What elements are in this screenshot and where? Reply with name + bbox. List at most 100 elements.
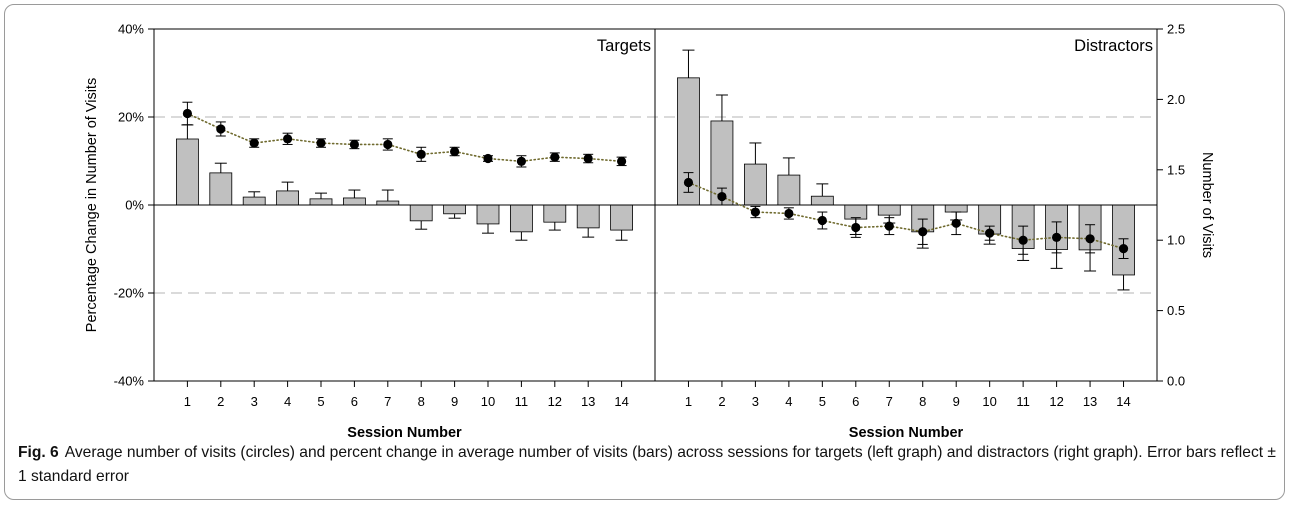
bar-distractors-7 — [877, 204, 901, 216]
point-targets-14 — [617, 156, 627, 166]
x-tick-label: 9 — [953, 394, 960, 409]
y-tick-label: -20% — [114, 286, 145, 301]
point-distractors-6 — [851, 222, 861, 233]
x-tick-label: 3 — [251, 394, 258, 409]
x-tick-label: 1 — [184, 394, 191, 409]
x-tick-label: 8 — [919, 394, 926, 409]
point-targets-6 — [349, 139, 359, 150]
bar-targets-13 — [576, 204, 600, 229]
x-tick-label: 4 — [284, 394, 291, 409]
x-tick-label: 14 — [1116, 394, 1130, 409]
point-targets-10 — [483, 153, 493, 164]
figure-frame — [4, 4, 1285, 500]
bar-targets-3 — [242, 196, 266, 206]
x-tick-label: 1 — [685, 394, 692, 409]
point-targets-1 — [182, 108, 192, 119]
x-tick-label: 3 — [752, 394, 759, 409]
x-tick-label: 8 — [418, 394, 425, 409]
point-distractors-12 — [1052, 232, 1062, 242]
point-targets-5 — [316, 138, 326, 148]
point-distractors-2 — [717, 191, 727, 202]
y2-tick-label: 1.0 — [1167, 233, 1185, 248]
point-distractors-4 — [784, 208, 794, 219]
point-distractors-14 — [1118, 244, 1129, 254]
bar-targets-5 — [309, 198, 333, 206]
point-distractors-5 — [817, 215, 827, 226]
bar-targets-7 — [376, 200, 400, 206]
x-tick-label: 5 — [317, 394, 324, 409]
bar-targets-12 — [543, 204, 567, 223]
bar-distractors-3 — [744, 163, 767, 206]
bar-targets-1 — [175, 138, 199, 206]
x-tick-label: 6 — [351, 394, 358, 409]
bar-targets-10 — [476, 204, 500, 225]
panel-label-targets: Targets — [597, 37, 651, 55]
x-tick-label: 2 — [217, 394, 224, 409]
trend-line-distractors — [687, 181, 1125, 250]
point-distractors-9 — [951, 218, 961, 228]
sessions-chart: 40% 20% 0% -20% -40% 2.5 2.0 1.5 1.0 0.5 0.0 Percen… — [84, 22, 1215, 441]
x-tick-label: 4 — [785, 394, 792, 409]
bar-targets-14 — [610, 204, 633, 231]
panel-label-distractors: Distractors — [1074, 37, 1153, 55]
y2-tick-label: 2.5 — [1167, 22, 1185, 37]
point-targets-7 — [383, 139, 393, 150]
x-axis-title-targets: Session Number — [347, 425, 462, 440]
y-tick-label: 0% — [125, 198, 144, 213]
point-distractors-13 — [1085, 234, 1095, 244]
x-tick-label: 5 — [819, 394, 826, 409]
bar-distractors-5 — [810, 195, 834, 206]
y2-tick-label: 2.0 — [1167, 92, 1185, 107]
trend-line-targets — [186, 112, 623, 163]
point-distractors-8 — [918, 227, 928, 237]
y-tick-label: -40% — [114, 374, 145, 389]
bar-targets-6 — [342, 197, 366, 206]
point-targets-13 — [583, 153, 593, 164]
point-targets-11 — [516, 156, 527, 166]
y-axis-title: Percentage Change in Number of Visits — [84, 78, 100, 332]
x-axis-title-distractors: Session Number — [849, 425, 964, 440]
bar-targets-4 — [276, 190, 300, 206]
caption-text: Average number of visits (circles) and p… — [18, 444, 1276, 485]
x-tick-label: 10 — [481, 394, 495, 409]
bar-distractors-6 — [844, 204, 868, 220]
point-distractors-1 — [683, 177, 694, 188]
x-tick-label: 13 — [1083, 394, 1097, 409]
x-tick-label: 13 — [581, 394, 595, 409]
bar-targets-2 — [209, 172, 233, 206]
point-targets-4 — [283, 134, 293, 144]
bar-targets-8 — [409, 204, 433, 222]
point-targets-3 — [249, 138, 259, 148]
y2-tick-label: 0.0 — [1167, 374, 1185, 389]
x-tick-label: 11 — [1016, 394, 1030, 409]
point-distractors-3 — [750, 207, 761, 217]
y2-tick-label: 0.5 — [1167, 303, 1185, 318]
point-targets-12 — [550, 152, 560, 162]
y2-tick-label: 1.5 — [1167, 162, 1185, 177]
point-distractors-11 — [1018, 235, 1028, 245]
bar-targets-9 — [443, 204, 467, 215]
figure-label: Fig. 6 — [18, 444, 59, 461]
x-tick-label: 7 — [384, 394, 391, 409]
x-tick-label: 9 — [451, 394, 458, 409]
bar-distractors-4 — [777, 174, 801, 206]
x-tick-label: 6 — [852, 394, 859, 409]
x-tick-label: 14 — [614, 394, 628, 409]
x-tick-label: 11 — [515, 394, 529, 409]
bar-distractors-9 — [944, 204, 968, 213]
x-tick-label: 10 — [982, 394, 996, 409]
point-targets-2 — [216, 124, 226, 134]
x-tick-label: 12 — [548, 394, 562, 409]
y-tick-label: 20% — [118, 110, 144, 125]
x-tick-label: 12 — [1049, 394, 1063, 409]
figure-caption: Fig. 6 Average number of visits (circles)… — [18, 441, 1276, 489]
bar-targets-11 — [509, 204, 533, 233]
y-tick-label: 40% — [118, 22, 144, 37]
x-tick-label: 2 — [718, 394, 725, 409]
y2-axis-title: Number of Visits — [1199, 152, 1215, 258]
point-distractors-7 — [884, 221, 894, 231]
x-tick-label: 7 — [886, 394, 893, 409]
point-distractors-10 — [985, 228, 995, 238]
point-targets-8 — [416, 149, 426, 159]
point-targets-9 — [450, 146, 460, 157]
